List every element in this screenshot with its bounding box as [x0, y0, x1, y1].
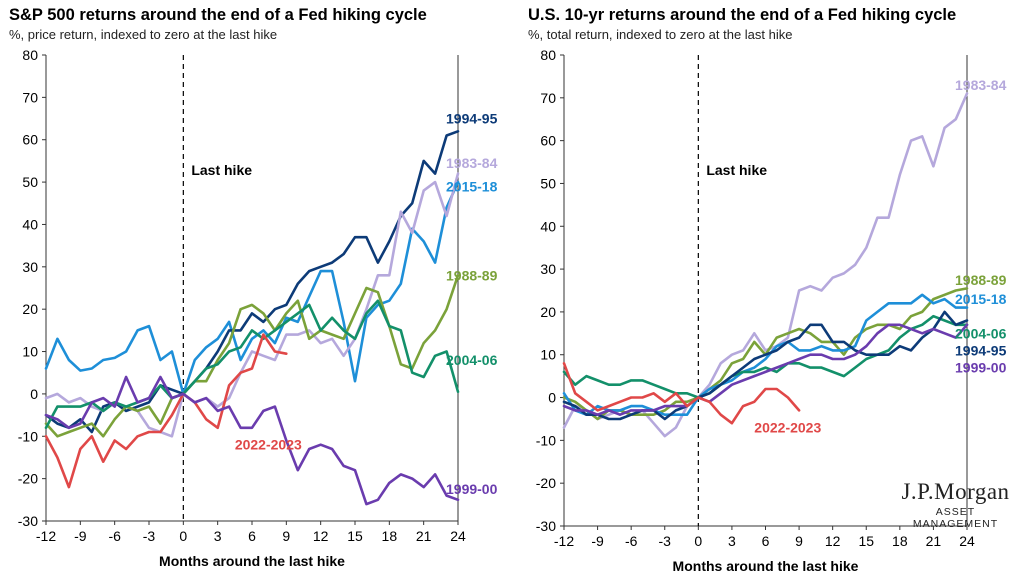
y-tick-label: -10 — [536, 432, 556, 448]
x-tick-label: -6 — [625, 533, 638, 549]
series-line — [44, 299, 460, 430]
series-label: 1988-89 — [446, 267, 498, 283]
x-tick-label: 0 — [694, 533, 702, 549]
x-tick-label: -12 — [554, 533, 574, 549]
x-axis-label: Months around the last hike — [673, 558, 859, 574]
x-tick-label: 0 — [179, 528, 187, 544]
y-tick-label: 30 — [540, 261, 556, 277]
x-tick-label: 12 — [825, 533, 841, 549]
y-tick-label: 80 — [22, 47, 38, 63]
y-tick-label: 20 — [22, 301, 38, 317]
series-label: 1988-89 — [955, 272, 1007, 288]
jpmorgan-logo: J.P.Morgan ASSET MANAGEMENT — [893, 479, 1018, 530]
y-tick-label: 60 — [540, 133, 556, 149]
x-tick-label: -3 — [143, 528, 156, 544]
chart-title: S&P 500 returns around the end of a Fed … — [9, 6, 427, 24]
y-tick-label: 10 — [22, 344, 38, 360]
x-tick-label: 6 — [248, 528, 256, 544]
x-tick-label: 6 — [762, 533, 770, 549]
series-label: 2004-06 — [446, 352, 498, 368]
series-line — [562, 310, 969, 421]
series-label: 2015-18 — [955, 291, 1007, 307]
series-line — [562, 314, 969, 399]
x-tick-label: 15 — [347, 528, 363, 544]
x-tick-label: 9 — [282, 528, 290, 544]
series-line — [44, 333, 288, 489]
series-label: 2022-2023 — [754, 420, 821, 436]
treasury-panel: U.S. 10-yr returns around the end of a F… — [512, 0, 1024, 580]
y-tick-label: -20 — [536, 475, 556, 491]
x-tick-label: 18 — [892, 533, 908, 549]
x-tick-label: 24 — [450, 528, 466, 544]
sp500-panel: S&P 500 returns around the end of a Fed … — [9, 6, 498, 569]
x-tick-label: 3 — [728, 533, 736, 549]
series-line — [562, 323, 969, 417]
last-hike-label: Last hike — [706, 162, 767, 178]
x-tick-label: 3 — [214, 528, 222, 544]
last-hike-label: Last hike — [191, 162, 252, 178]
x-tick-label: 21 — [416, 528, 432, 544]
chart-subtitle: %, total return, indexed to zero at the … — [528, 27, 793, 42]
x-tick-label: -6 — [108, 528, 121, 544]
x-tick-label: -9 — [74, 528, 87, 544]
x-tick-label: 24 — [959, 533, 975, 549]
x-tick-label: -9 — [591, 533, 604, 549]
x-tick-label: 12 — [313, 528, 329, 544]
series-line — [562, 293, 969, 417]
series-label: 1994-95 — [955, 342, 1007, 358]
logo-wordmark: J.P.Morgan — [901, 479, 1010, 504]
logo-subtitle: ASSET MANAGEMENT — [912, 506, 999, 530]
y-tick-label: -30 — [18, 513, 38, 529]
x-tick-label: 18 — [382, 528, 398, 544]
x-tick-label: 21 — [926, 533, 942, 549]
y-tick-label: 10 — [540, 347, 556, 363]
series-label: 1983-84 — [446, 155, 498, 171]
series-line — [562, 92, 969, 438]
series-line — [44, 273, 460, 438]
y-tick-label: 70 — [540, 90, 556, 106]
x-tick-label: 15 — [858, 533, 874, 549]
series-line — [562, 361, 801, 425]
y-tick-label: 50 — [540, 175, 556, 191]
series-label: 1983-84 — [955, 77, 1007, 93]
y-tick-label: 70 — [22, 89, 38, 105]
y-tick-label: 50 — [22, 174, 38, 190]
x-tick-label: -12 — [36, 528, 56, 544]
y-tick-label: 30 — [22, 259, 38, 275]
series-label: 2015-18 — [446, 178, 498, 194]
y-tick-label: -20 — [18, 471, 38, 487]
series-label: 1999-00 — [446, 481, 498, 497]
y-tick-label: 60 — [22, 132, 38, 148]
y-tick-label: 0 — [30, 386, 38, 402]
x-tick-label: 9 — [795, 533, 803, 549]
chart-title: U.S. 10-yr returns around the end of a F… — [528, 6, 957, 24]
series-label: 1994-95 — [446, 111, 498, 127]
series-label: 2004-06 — [955, 325, 1007, 341]
y-tick-label: 20 — [540, 304, 556, 320]
series-label: 2022-2023 — [235, 437, 302, 453]
y-tick-label: 80 — [540, 47, 556, 63]
y-tick-label: 40 — [540, 218, 556, 234]
series-line — [44, 180, 460, 396]
y-tick-label: 0 — [548, 390, 556, 406]
chart-subtitle: %, price return, indexed to zero at the … — [9, 27, 278, 42]
series-line — [44, 375, 460, 506]
y-tick-label: -30 — [536, 518, 556, 534]
y-tick-label: -10 — [18, 428, 38, 444]
series-label: 1999-00 — [955, 360, 1007, 376]
y-tick-label: 40 — [22, 216, 38, 232]
x-tick-label: -3 — [659, 533, 672, 549]
x-axis-label: Months around the last hike — [159, 553, 345, 569]
